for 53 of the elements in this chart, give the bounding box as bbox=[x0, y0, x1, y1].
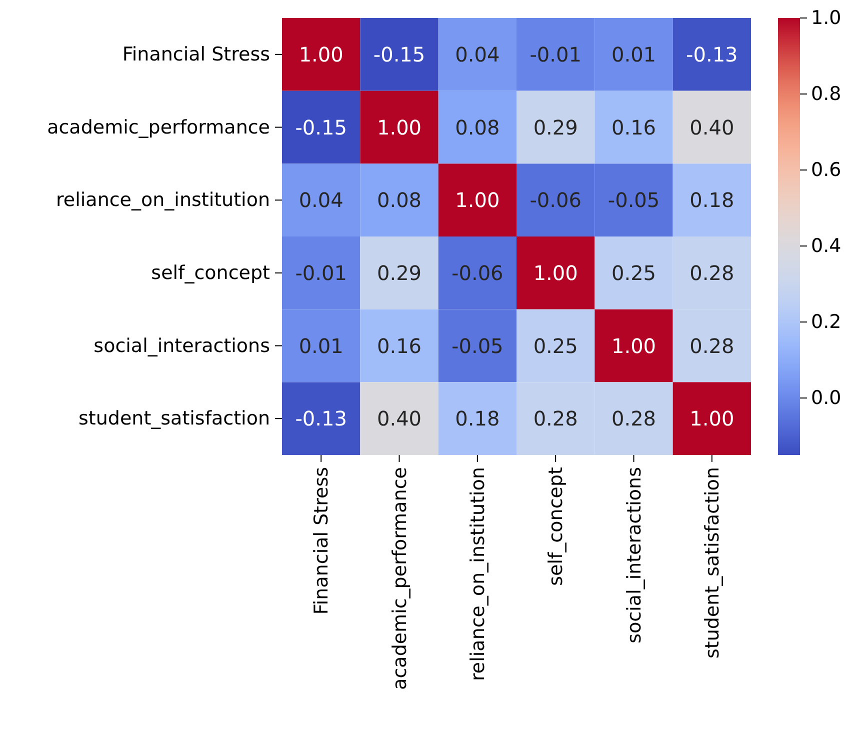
data-label: -0.15 bbox=[295, 115, 347, 140]
data-label: 1.00 bbox=[690, 406, 734, 431]
data-label: 0.04 bbox=[298, 188, 344, 212]
data-label: -0.01 bbox=[295, 260, 347, 285]
x-tick-label: reliance_on_institution bbox=[467, 467, 490, 681]
data-label: 0.18 bbox=[690, 188, 734, 212]
data-label: 0.28 bbox=[690, 334, 734, 358]
color-bar-label: 0.2 bbox=[811, 311, 842, 334]
y-tick-label: Financial Stress bbox=[122, 43, 270, 66]
data-label: 0.25 bbox=[611, 260, 656, 285]
data-label: 1.00 bbox=[376, 115, 422, 140]
color-bar-label: 0.6 bbox=[811, 159, 842, 182]
data-label: 0.29 bbox=[376, 260, 422, 285]
color-bar-label: 0.8 bbox=[811, 83, 842, 106]
data-label: 0.16 bbox=[376, 334, 422, 358]
data-label: -0.13 bbox=[686, 42, 738, 66]
data-label: 0.04 bbox=[455, 42, 500, 66]
color-bar-label: 0.0 bbox=[811, 387, 842, 410]
data-label: -0.15 bbox=[373, 42, 426, 66]
data-label: -0.06 bbox=[452, 260, 504, 285]
data-label: 0.01 bbox=[298, 334, 344, 358]
data-label: -0.05 bbox=[452, 334, 504, 358]
color-bar-label: 1.0 bbox=[811, 7, 842, 30]
data-label: -0.06 bbox=[530, 188, 582, 212]
data-label: 0.08 bbox=[455, 115, 500, 140]
y-tick-label: self_concept bbox=[151, 262, 270, 284]
data-label: 0.25 bbox=[533, 334, 578, 358]
data-label: 1.00 bbox=[533, 260, 578, 285]
data-label: 1.00 bbox=[611, 334, 656, 358]
x-tick-label: self_concept bbox=[545, 467, 568, 586]
x-tick-label: social_interactions bbox=[623, 467, 646, 644]
data-label: 0.40 bbox=[690, 115, 734, 140]
data-label: -0.01 bbox=[530, 42, 582, 66]
data-label: -0.13 bbox=[295, 406, 347, 431]
data-label: 0.28 bbox=[690, 260, 734, 285]
y-tick-label: academic_performance bbox=[47, 116, 270, 138]
data-label: 0.18 bbox=[455, 406, 500, 431]
data-label: -0.05 bbox=[608, 188, 660, 212]
y-tick-label: reliance_on_institution bbox=[56, 189, 270, 212]
data-label: 0.28 bbox=[611, 406, 656, 431]
data-label: 0.01 bbox=[611, 42, 656, 66]
data-label: 0.08 bbox=[376, 188, 422, 212]
data-label: 0.29 bbox=[533, 115, 578, 140]
data-label: 0.28 bbox=[533, 406, 578, 431]
data-label: 1.00 bbox=[298, 42, 344, 66]
data-label: 1.00 bbox=[455, 188, 500, 212]
data-label: 0.40 bbox=[376, 406, 422, 431]
y-tick-label: social_interactions bbox=[94, 334, 270, 357]
color-bar-label: 0.4 bbox=[811, 235, 842, 258]
x-tick-label: academic_performance bbox=[388, 467, 411, 690]
y-tick-label: student_satisfaction bbox=[78, 408, 270, 430]
x-tick-label: student_satisfaction bbox=[702, 467, 724, 658]
data-label: 0.16 bbox=[611, 115, 656, 140]
